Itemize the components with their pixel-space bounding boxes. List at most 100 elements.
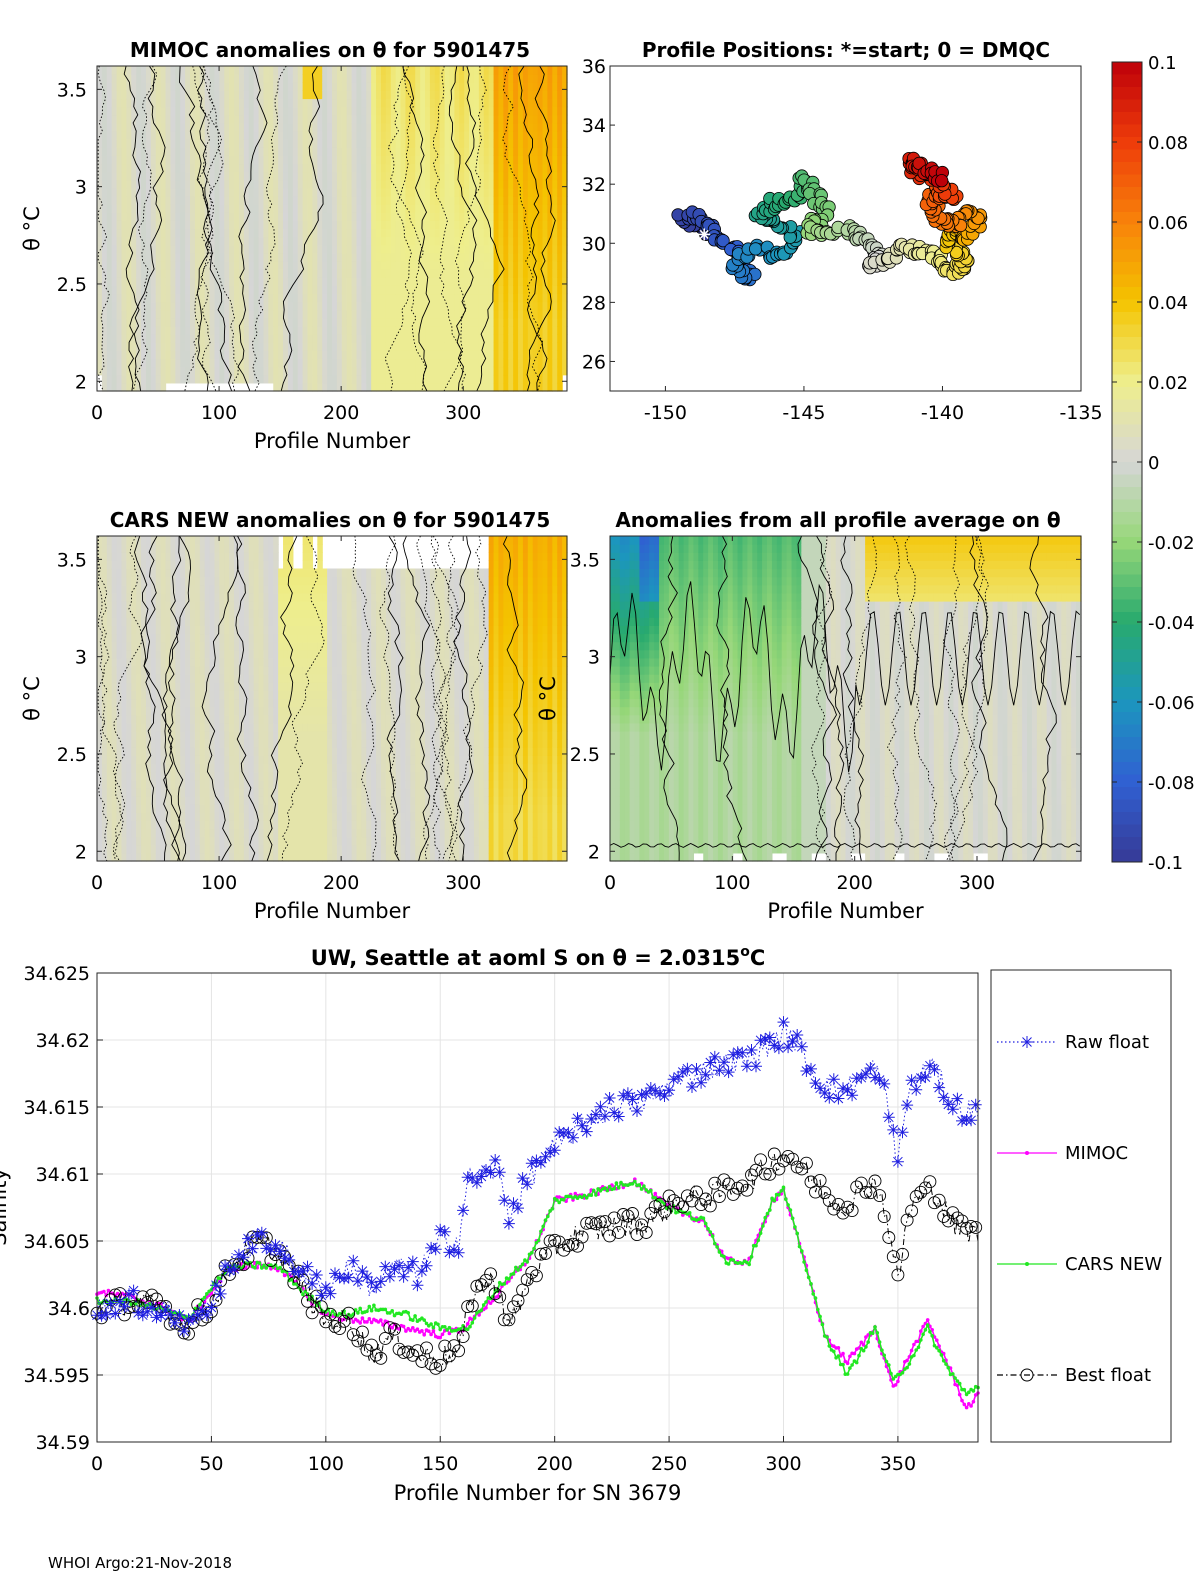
heat-cell [214, 763, 220, 773]
heat-cell [97, 228, 103, 238]
heat-cell [498, 74, 504, 83]
heat-cell [190, 147, 196, 156]
heat-cell [503, 252, 509, 262]
heat-cell [278, 98, 284, 108]
heat-cell [160, 641, 167, 651]
heat-cell [155, 293, 162, 303]
heat-cell [180, 187, 186, 197]
heat-cell [351, 269, 358, 278]
heat-cell [204, 755, 211, 765]
heat-cell [194, 293, 201, 303]
heat-cell [508, 74, 514, 83]
heat-cell [111, 625, 118, 635]
heat-cell [209, 763, 216, 773]
heat-cell [469, 366, 475, 376]
heat-cell [204, 326, 211, 335]
heat-cell [180, 796, 186, 805]
heat-cell [165, 771, 172, 781]
heat-cell [336, 139, 343, 148]
heat-cell [194, 714, 201, 724]
heat-cell [278, 342, 284, 351]
heat-cell [322, 261, 328, 270]
heat-cell [415, 261, 421, 270]
heat-cell [180, 228, 186, 238]
heat-cell [459, 269, 465, 278]
heat-cell [145, 731, 152, 740]
heat-cell [473, 366, 480, 376]
heat-cell [268, 374, 274, 384]
heat-cell [434, 82, 441, 91]
heat-cell [444, 196, 451, 205]
heat-cell [243, 220, 250, 230]
heat-cell [101, 560, 108, 570]
heat-cell [307, 74, 314, 83]
heat-cell [317, 301, 323, 311]
heat-cell [199, 560, 206, 570]
heat-cell [322, 212, 328, 221]
heat-cell [190, 114, 196, 124]
heat-cell [283, 66, 289, 75]
heat-cell [180, 196, 186, 205]
heat-cell [513, 382, 519, 392]
heat-cell [145, 350, 152, 360]
heat-cell [371, 187, 377, 197]
heat-cell [116, 358, 123, 368]
heat-cell [449, 342, 455, 351]
heat-cell [238, 228, 245, 238]
heat-cell [278, 147, 284, 156]
heat-cell [552, 114, 558, 124]
heat-cell [292, 228, 299, 238]
heat-cell [131, 114, 137, 124]
heat-cell [341, 244, 348, 254]
heat-cell [473, 244, 480, 254]
heat-cell [317, 244, 323, 254]
heat-cell [97, 812, 103, 821]
heat-cell [165, 592, 172, 602]
heat-cell [238, 163, 245, 173]
heat-cell [126, 171, 132, 181]
heat-cell [503, 261, 509, 270]
heat-cell [449, 220, 455, 230]
heat-cell [273, 204, 279, 213]
heat-cell [542, 98, 549, 108]
heat-cell [415, 114, 421, 124]
heat-cell [234, 771, 240, 781]
heat-cell [180, 584, 186, 594]
heat-cell [131, 544, 137, 553]
heat-cell [473, 374, 480, 384]
heat-cell [170, 771, 176, 781]
heat-cell [126, 204, 132, 213]
heat-cell [302, 155, 309, 165]
heat-cell [322, 244, 328, 254]
heat-cell [111, 163, 118, 173]
heat-cell [234, 342, 240, 351]
heat-cell [229, 155, 235, 165]
heat-cell [224, 350, 230, 360]
heat-cell [214, 155, 220, 165]
heat-cell [493, 155, 500, 165]
heat-cell [341, 90, 348, 100]
heat-cell [126, 844, 132, 854]
heat-cell [190, 820, 196, 830]
heat-cell [145, 796, 152, 805]
heat-cell [410, 106, 416, 116]
heat-cell [459, 261, 465, 270]
heat-cell [165, 98, 172, 108]
heat-cell [116, 592, 123, 602]
heat-cell [376, 244, 382, 254]
heat-cell [385, 82, 392, 91]
heat-cell [194, 690, 201, 700]
heat-cell [478, 171, 485, 181]
heat-cell [224, 657, 230, 667]
heat-cell [204, 560, 211, 570]
heat-cell [488, 342, 495, 351]
heat-cell [327, 342, 333, 351]
heat-cell [150, 187, 157, 197]
heat-cell [185, 228, 191, 238]
heat-cell [478, 277, 485, 286]
heat-cell [141, 98, 147, 108]
heat-cell [243, 366, 250, 376]
heat-cell [141, 90, 147, 100]
heat-cell [204, 82, 211, 91]
heat-cell [126, 139, 132, 148]
